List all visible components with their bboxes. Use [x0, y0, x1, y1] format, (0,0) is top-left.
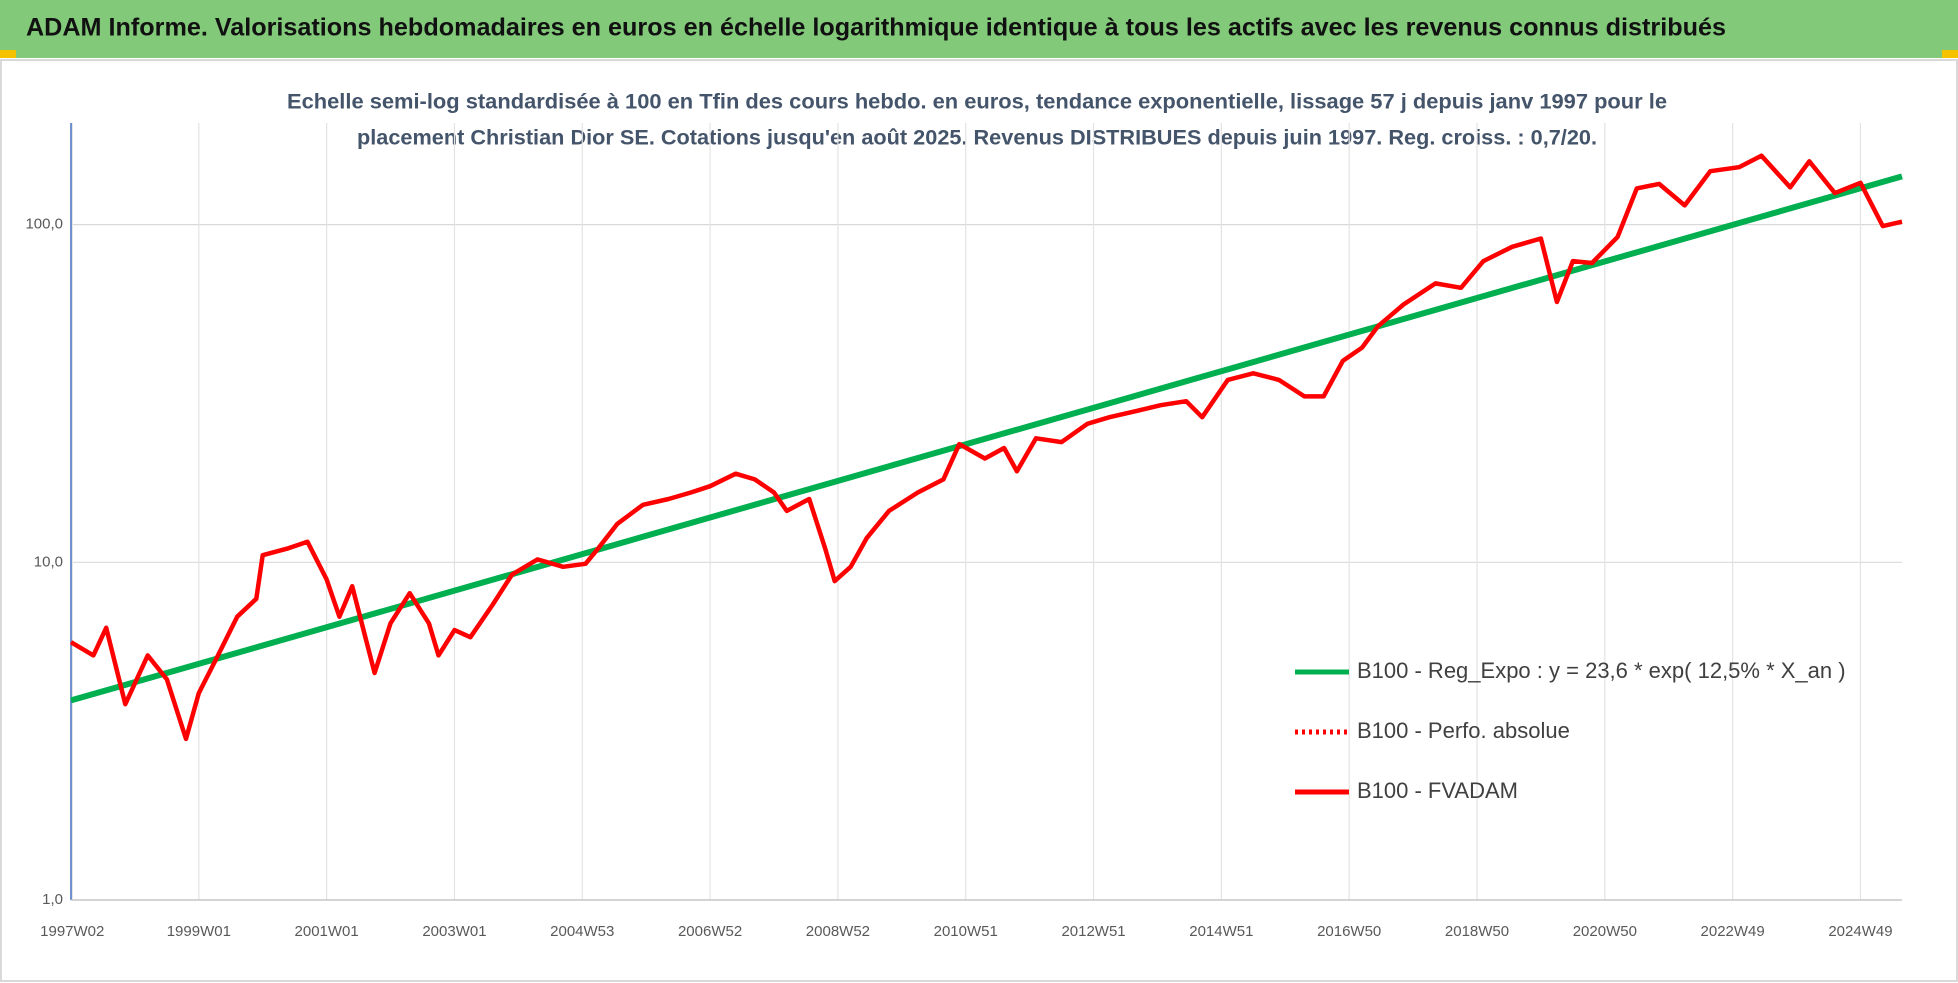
y-tick-label: 1,0	[42, 891, 63, 908]
x-tick-label: 2020W50	[1573, 923, 1637, 940]
x-tick-label: 2014W51	[1189, 923, 1253, 940]
title-bar	[0, 0, 1958, 58]
x-tick-label: 1999W01	[167, 923, 231, 940]
x-tick-label: 1997W02	[40, 923, 104, 940]
x-tick-label: 2024W49	[1828, 923, 1892, 940]
x-tick-label: 2010W51	[934, 923, 998, 940]
legend-label: B100 - Perfo. absolue	[1357, 718, 1570, 743]
grid: 1,0 10,0 100,0 1997W02 1999W01 2001W01 2003W01…	[25, 123, 1902, 940]
corner-mark	[1942, 50, 1958, 58]
legend-label: B100 - FVADAM	[1357, 778, 1518, 803]
x-tick-label: 2018W50	[1445, 923, 1509, 940]
y-tick-label: 10,0	[34, 553, 63, 570]
x-tick-label: 2004W53	[550, 923, 614, 940]
x-tick-label: 2003W01	[422, 923, 486, 940]
chart-title: ADAM Informe. Valorisations hebdomadaire…	[26, 14, 1726, 42]
y-tick-label: 100,0	[25, 216, 63, 233]
x-tick-label: 2008W52	[806, 923, 870, 940]
legend-label: B100 - Reg_Expo : y = 23,6 * exp( 12,5% …	[1357, 658, 1846, 683]
series-line	[70, 173, 1903, 704]
legend: B100 - Reg_Expo : y = 23,6 * exp( 12,5% …	[1295, 658, 1846, 803]
chart-subtitle: placement Christian Dior SE. Cotations j…	[357, 127, 1597, 150]
frame	[0, 59, 1958, 982]
x-tick-label: 2016W50	[1317, 923, 1381, 940]
x-tick-label: 2001W01	[295, 923, 359, 940]
x-tick-label: 2006W52	[678, 923, 742, 940]
plot-area	[69, 153, 1903, 742]
corner-mark	[0, 50, 16, 58]
x-tick-label: 2012W51	[1061, 923, 1125, 940]
chart-subtitle: Echelle semi-log standardisée à 100 en T…	[287, 91, 1667, 114]
series-line	[69, 153, 1903, 742]
x-tick-label: 2022W49	[1701, 923, 1765, 940]
